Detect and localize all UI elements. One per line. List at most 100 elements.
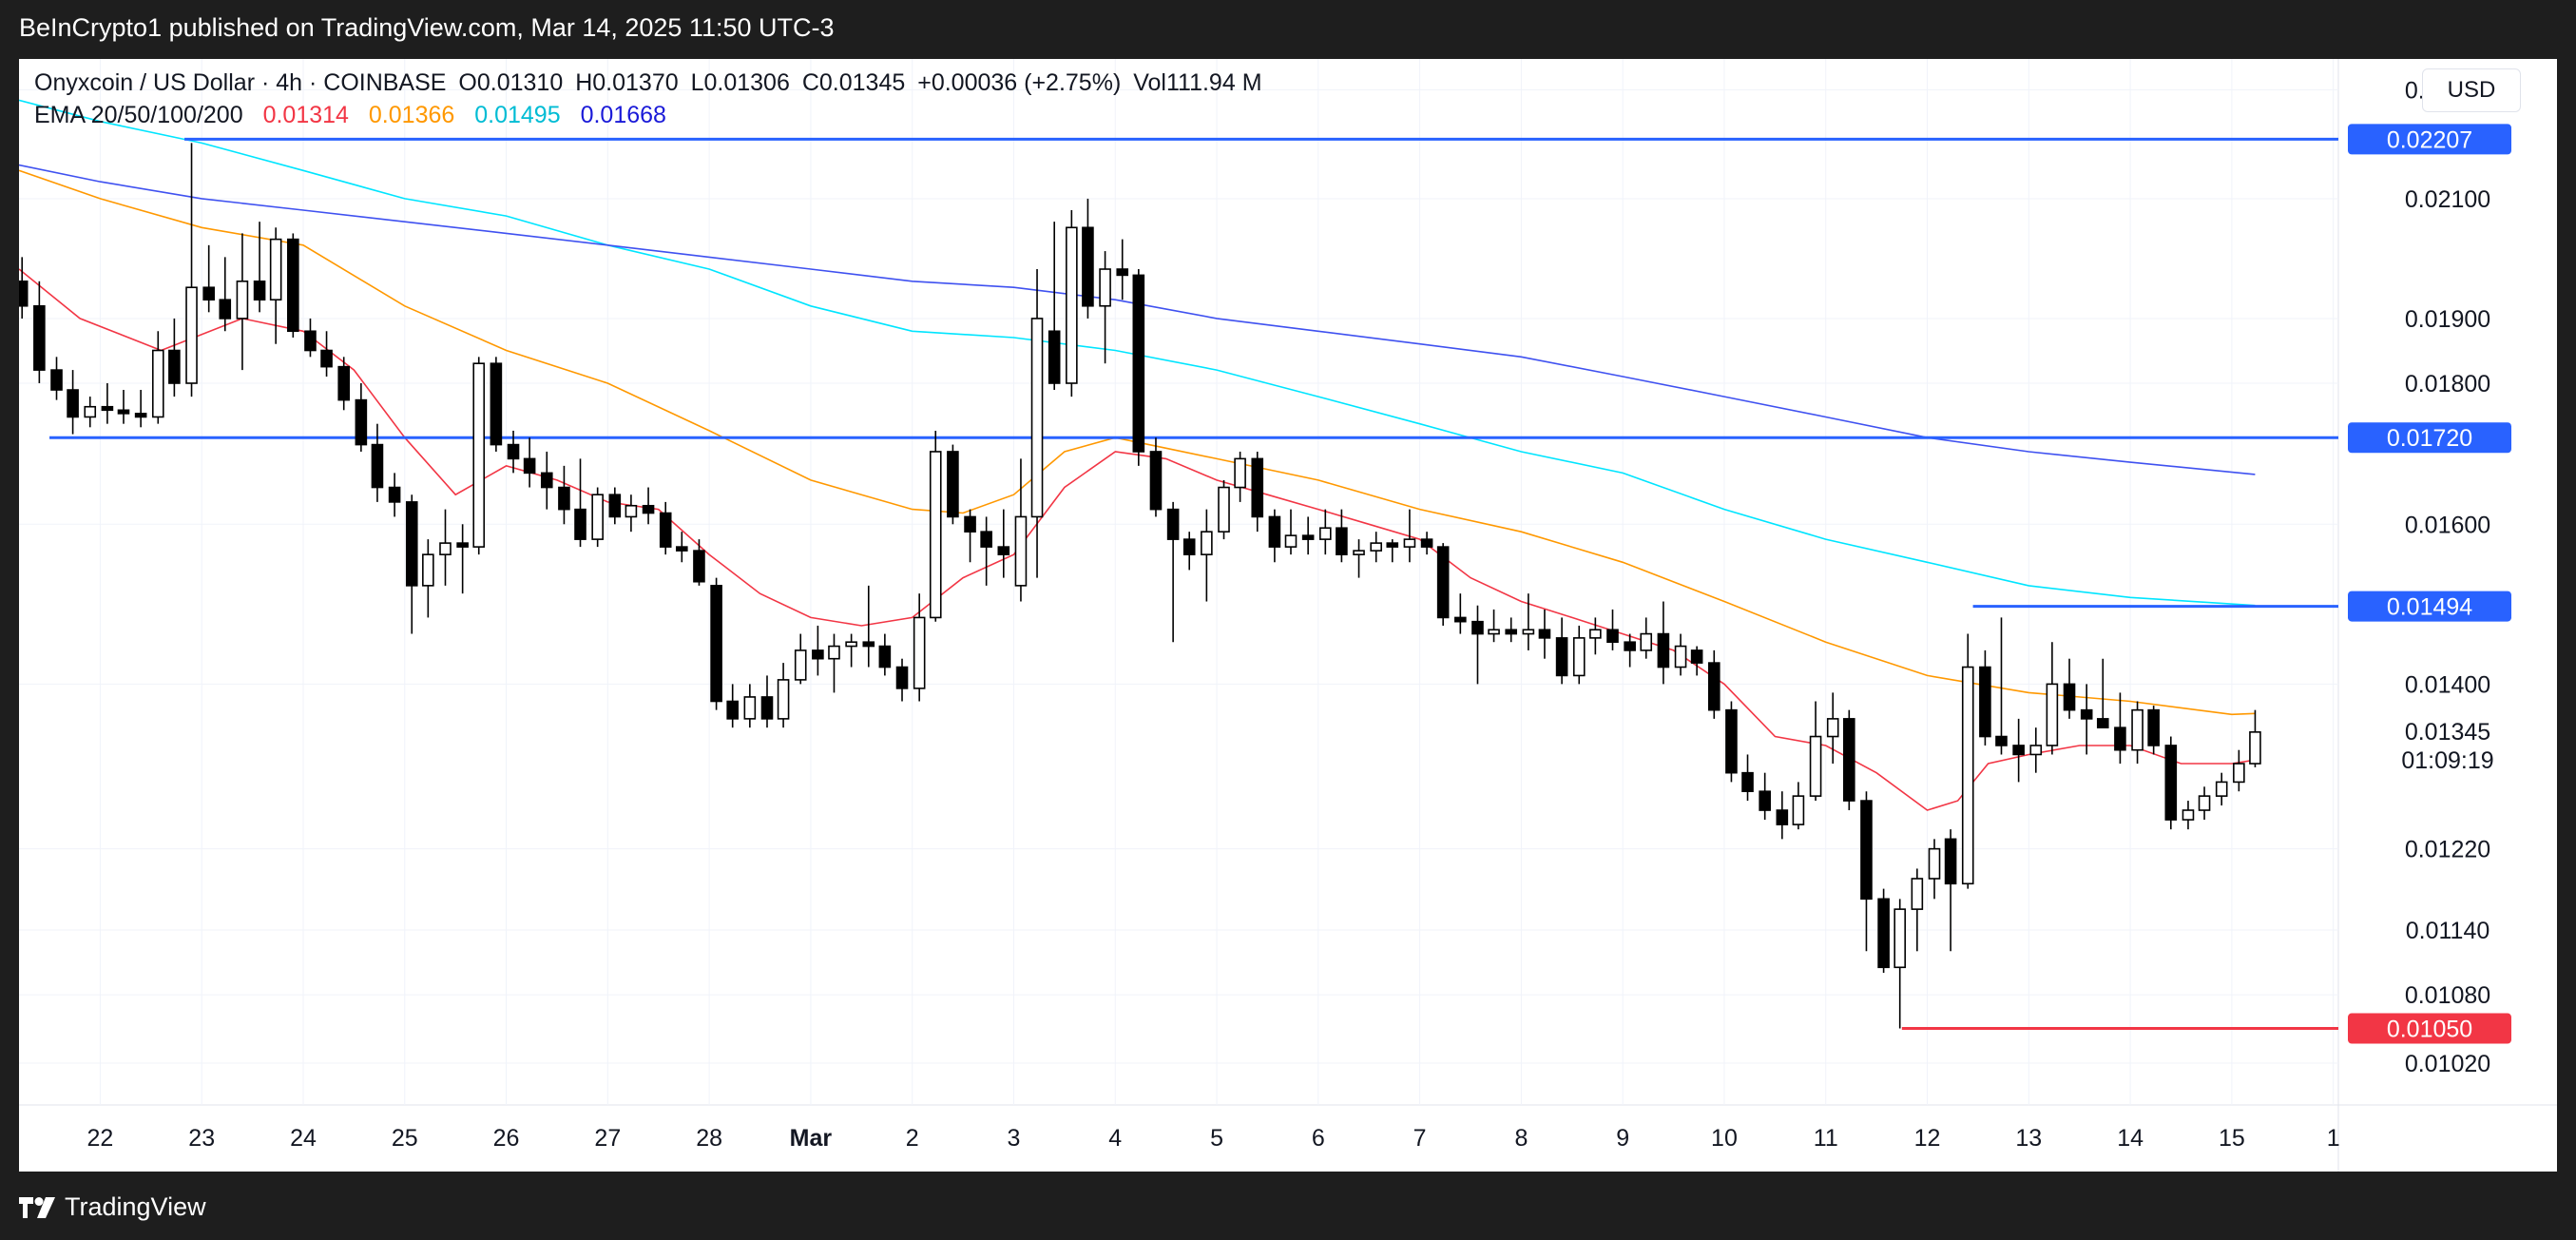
y-tick-label[interactable]: 0.01800: [2405, 371, 2490, 397]
candle[interactable]: [1471, 605, 1484, 685]
y-tick-label[interactable]: 0.01900: [2405, 306, 2490, 333]
candle[interactable]: [1201, 509, 1213, 602]
candle[interactable]: [490, 357, 503, 452]
candle[interactable]: [1099, 251, 1111, 364]
x-tick-label[interactable]: 24: [290, 1125, 317, 1152]
x-tick-label[interactable]: 25: [392, 1125, 418, 1152]
x-tick-label[interactable]: 22: [87, 1125, 114, 1152]
candle[interactable]: [693, 539, 705, 586]
y-axis[interactable]: 0.023000.021000.019000.018000.016000.014…: [2405, 77, 2490, 1077]
candle[interactable]: [1403, 509, 1416, 563]
candle[interactable]: [1251, 451, 1264, 533]
x-tick-label[interactable]: 3: [1008, 1125, 1021, 1152]
candle[interactable]: [1979, 649, 1991, 746]
candle[interactable]: [608, 487, 622, 525]
candle[interactable]: [2147, 706, 2160, 755]
candle[interactable]: [2198, 786, 2211, 821]
x-tick-label[interactable]: 6: [1312, 1125, 1325, 1152]
candle[interactable]: [1894, 899, 1906, 1029]
candle[interactable]: [2249, 709, 2261, 767]
candle[interactable]: [812, 625, 824, 676]
candle[interactable]: [1048, 222, 1061, 391]
candle[interactable]: [1792, 782, 1805, 830]
x-tick-label[interactable]: 13: [2015, 1125, 2042, 1152]
y-tick-label[interactable]: 0.01600: [2405, 512, 2490, 538]
candle[interactable]: [1674, 633, 1687, 676]
candle[interactable]: [1488, 609, 1500, 643]
x-tick-label[interactable]: 12: [1914, 1125, 1941, 1152]
x-tick-label[interactable]: 4: [1108, 1125, 1122, 1152]
candle[interactable]: [2131, 701, 2143, 765]
candle[interactable]: [1370, 532, 1382, 563]
candle[interactable]: [862, 585, 875, 668]
candle[interactable]: [1877, 888, 1890, 973]
candle[interactable]: [1082, 198, 1094, 319]
candle[interactable]: [337, 357, 351, 411]
candle[interactable]: [84, 397, 97, 428]
candle[interactable]: [878, 633, 892, 676]
candle[interactable]: [1030, 269, 1044, 578]
currency-button[interactable]: USD: [2422, 68, 2521, 112]
candle[interactable]: [2215, 772, 2228, 806]
tradingview-logo[interactable]: TradingView: [19, 1192, 206, 1222]
candle[interactable]: [1066, 209, 1078, 397]
candle[interactable]: [523, 437, 536, 488]
candle[interactable]: [1640, 617, 1653, 659]
candle[interactable]: [1995, 617, 2008, 755]
candle[interactable]: [287, 233, 299, 338]
candle[interactable]: [1182, 532, 1196, 571]
x-tick-label[interactable]: 9: [1616, 1125, 1629, 1152]
candle[interactable]: [997, 509, 1010, 578]
candle[interactable]: [895, 658, 909, 702]
x-axis[interactable]: 22 23 24 25 26 27 28 Mar 2 3 4 5 6 7 8 9 10 11 12 13 14 15 1: [87, 1125, 2340, 1152]
candle[interactable]: [253, 222, 266, 313]
candle[interactable]: [304, 318, 317, 358]
candle[interactable]: [777, 663, 790, 728]
candle[interactable]: [371, 423, 384, 502]
candle[interactable]: [1843, 709, 1855, 811]
candle[interactable]: [236, 233, 249, 371]
x-tick-label[interactable]: 1: [2327, 1125, 2340, 1152]
candle[interactable]: [625, 494, 638, 533]
candle[interactable]: [168, 318, 181, 397]
x-tick-label[interactable]: 27: [594, 1125, 621, 1152]
y-tick-label[interactable]: 0.01220: [2405, 837, 2490, 863]
candle[interactable]: [591, 487, 604, 548]
candle[interactable]: [1809, 701, 1822, 802]
candle[interactable]: [540, 451, 553, 510]
candle[interactable]: [743, 684, 757, 728]
candle[interactable]: [2029, 727, 2043, 773]
x-tick-label[interactable]: 28: [696, 1125, 722, 1152]
y-tick-label[interactable]: 0.01080: [2405, 982, 2490, 1009]
x-tick-label[interactable]: 2: [906, 1125, 919, 1152]
candle[interactable]: [929, 430, 942, 622]
candle[interactable]: [1657, 601, 1670, 685]
candle[interactable]: [1284, 509, 1298, 555]
candle[interactable]: [1928, 839, 1941, 900]
candle[interactable]: [1776, 791, 1789, 840]
candle[interactable]: [913, 593, 926, 702]
candle[interactable]: [151, 331, 164, 424]
candle[interactable]: [269, 227, 282, 344]
candle[interactable]: [980, 516, 992, 586]
candle[interactable]: [1707, 649, 1721, 719]
candle[interactable]: [1860, 791, 1873, 952]
chart-card[interactable]: 22 23 24 25 26 27 28 Mar 2 3 4 5 6 7 8 9 10 11 12 13 14 15 1 0…: [19, 59, 2557, 1172]
candle[interactable]: [320, 331, 333, 378]
candle[interactable]: [472, 357, 486, 555]
candle[interactable]: [1014, 458, 1028, 602]
candle[interactable]: [1826, 692, 1839, 765]
candle[interactable]: [1436, 543, 1450, 626]
candle[interactable]: [1961, 633, 1974, 889]
symbol-line[interactable]: Onyxcoin / US Dollar · 4h · COINBASE: [34, 69, 447, 96]
candle[interactable]: [1386, 539, 1399, 563]
candle[interactable]: [794, 633, 807, 685]
candle[interactable]: [1116, 239, 1129, 300]
candle[interactable]: [405, 494, 418, 634]
x-tick-label[interactable]: 7: [1413, 1125, 1427, 1152]
candle[interactable]: [2164, 736, 2178, 830]
candle[interactable]: [2233, 749, 2245, 792]
y-tick-label[interactable]: 0.01140: [2406, 918, 2490, 944]
candle[interactable]: [19, 257, 29, 319]
candle[interactable]: [1319, 509, 1332, 555]
